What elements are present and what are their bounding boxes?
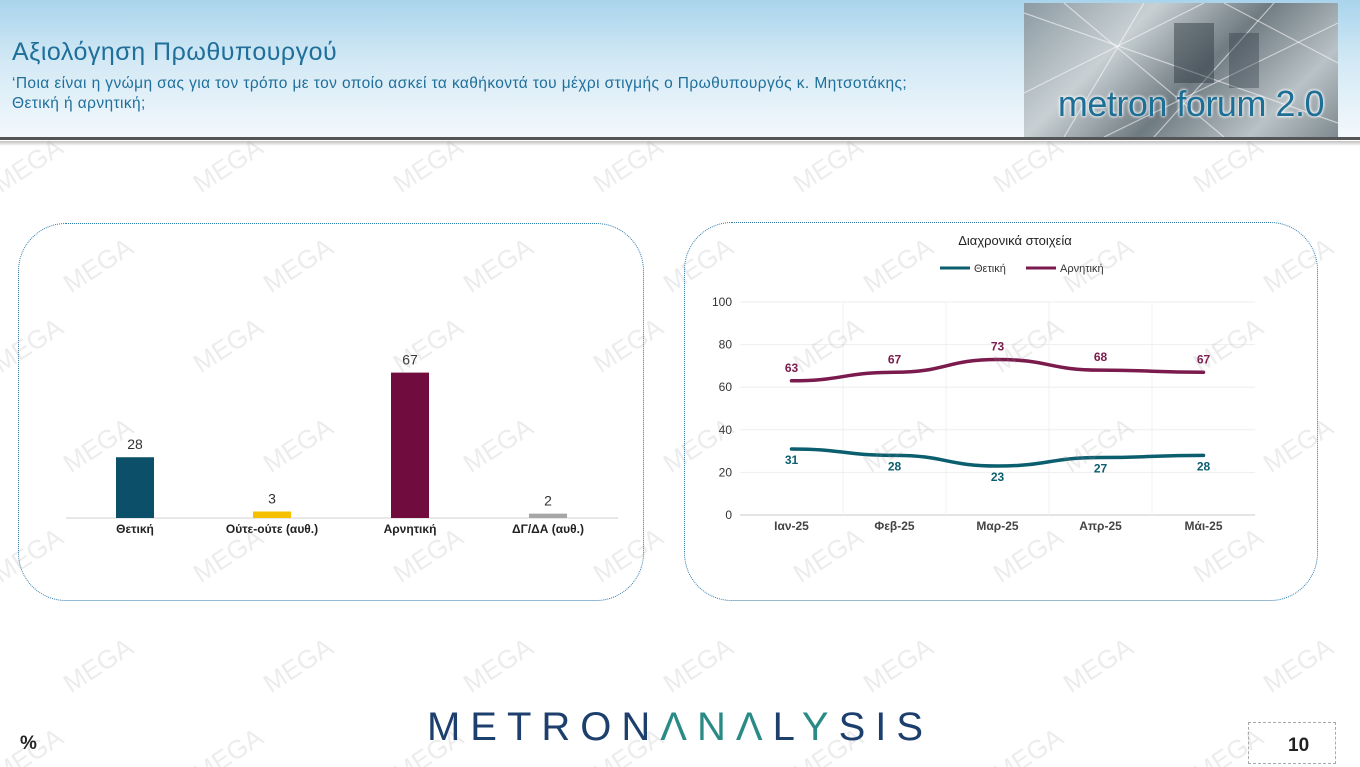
legend-label-0: Θετική — [974, 263, 1006, 275]
bar-value-label-2: 67 — [402, 352, 418, 368]
legend-label-1: Αρνητική — [1060, 263, 1104, 275]
bar-category-label-2: Αρνητική — [384, 522, 437, 536]
brand-part2: ΛNΛ — [660, 705, 773, 749]
page-number-box — [1248, 722, 1336, 764]
bar-3 — [529, 513, 567, 518]
page-title: Αξιολόγηση Πρωθυπουργού — [12, 38, 338, 66]
data-label-s0-4: 28 — [1197, 459, 1211, 473]
x-tick-label-0: Ιαν-25 — [774, 519, 809, 533]
bar-value-label-3: 2 — [544, 493, 552, 509]
bar-1 — [253, 511, 291, 518]
y-tick-label-3: 60 — [719, 380, 733, 394]
x-tick-label-1: Φεβ-25 — [874, 519, 915, 533]
y-tick-label-0: 0 — [725, 508, 732, 522]
data-label-s0-0: 31 — [785, 453, 799, 467]
y-tick-label-1: 20 — [719, 465, 733, 479]
series-line-0 — [789, 447, 1206, 468]
metron-forum-logo: metron forum 2.0 — [1024, 3, 1338, 137]
bar-value-label-0: 28 — [127, 436, 143, 452]
line-chart-panel — [684, 222, 1318, 601]
data-label-s1-0: 63 — [785, 361, 799, 375]
data-label-s0-2: 23 — [991, 470, 1005, 484]
data-label-s0-3: 27 — [1094, 461, 1108, 475]
header-shadow — [0, 141, 1360, 146]
bar-2 — [391, 372, 429, 518]
data-label-s1-1: 67 — [888, 352, 902, 366]
line-chart-title: Διαχρονικά στοιχεία — [958, 233, 1072, 248]
logo-text: metron forum 2.0 — [1057, 83, 1325, 124]
data-label-s1-2: 73 — [991, 340, 1005, 354]
y-tick-label-5: 100 — [712, 295, 732, 309]
brand-part1: METRON — [426, 705, 661, 749]
data-label-s0-1: 28 — [888, 459, 902, 473]
page-number: 10 — [1288, 735, 1310, 756]
question-text: ‘Ποια είναι η γνώμη σας για τον τρόπο με… — [12, 75, 908, 112]
slide-header: Αξιολόγηση Πρωθυπουργού ‘Ποια είναι η γν… — [0, 0, 1360, 140]
x-tick-label-2: Μαρ-25 — [976, 519, 1018, 533]
bar-chart-panel — [18, 223, 644, 601]
brand-part3: L — [772, 705, 802, 749]
bar-0 — [116, 457, 154, 518]
y-tick-label-2: 40 — [719, 423, 733, 437]
metron-analysis-logo: METRONΛNΛLYSIS — [0, 705, 1360, 750]
x-tick-label-4: Μάι-25 — [1184, 519, 1222, 533]
bar-category-label-3: ΔΓ/ΔΑ (αυθ.) — [512, 522, 584, 536]
series-line-1 — [789, 357, 1206, 383]
y-tick-label-4: 80 — [719, 338, 733, 352]
brand-part5: SIS — [838, 705, 934, 749]
data-label-s1-4: 67 — [1197, 352, 1211, 366]
data-label-s1-3: 68 — [1094, 350, 1108, 364]
bar-value-label-1: 3 — [268, 490, 276, 506]
x-tick-label-3: Απρ-25 — [1079, 519, 1122, 533]
unit-label: % — [20, 733, 37, 754]
bar-category-label-0: Θετική — [116, 522, 154, 536]
brand-part4: Y — [801, 705, 839, 749]
logo-photo-icon — [1024, 3, 1338, 137]
bar-category-label-1: Ούτε-ούτε (αυθ.) — [226, 522, 318, 536]
